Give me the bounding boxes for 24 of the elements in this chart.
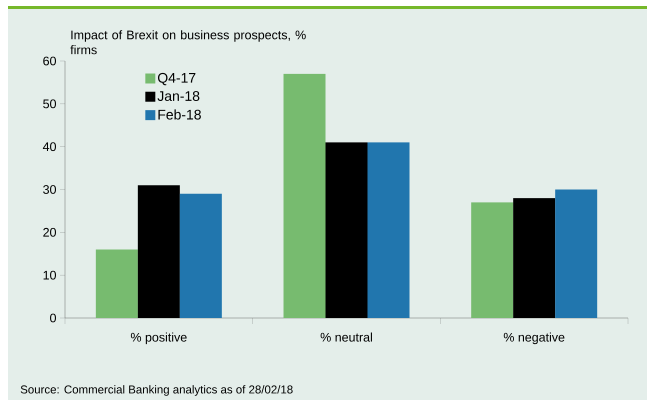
bar: [326, 142, 368, 318]
y-tick-label: 10: [44, 270, 56, 280]
legend-label: Q4-17: [158, 72, 196, 86]
bar: [96, 249, 138, 318]
x-tick-label: % positive: [130, 332, 187, 344]
y-tick-label: 0: [50, 314, 56, 322]
bar: [138, 185, 180, 318]
bar: [471, 202, 514, 318]
y-tick-label: 60: [43, 56, 56, 66]
legend-label: Feb-18: [158, 109, 201, 120]
bar: [180, 194, 222, 318]
y-tick-label: 20: [43, 228, 56, 237]
y-tick-label: 40: [42, 142, 56, 152]
y-tick-label: 30: [43, 185, 56, 194]
bar: [284, 74, 326, 318]
chart-title: Impact of Brexit on business prospects, % firms: [70, 30, 306, 54]
source-note: Source: Commercial Banking analytics as of 28/02/18: [20, 385, 293, 396]
legend-label: Jan-18: [158, 91, 200, 101]
bar: [555, 190, 598, 318]
bar: [513, 198, 556, 318]
x-tick-label: % neutral: [320, 332, 372, 342]
bar: [368, 142, 410, 318]
x-tick-label: % negative: [504, 332, 564, 344]
y-tick-label: 50: [43, 99, 56, 108]
